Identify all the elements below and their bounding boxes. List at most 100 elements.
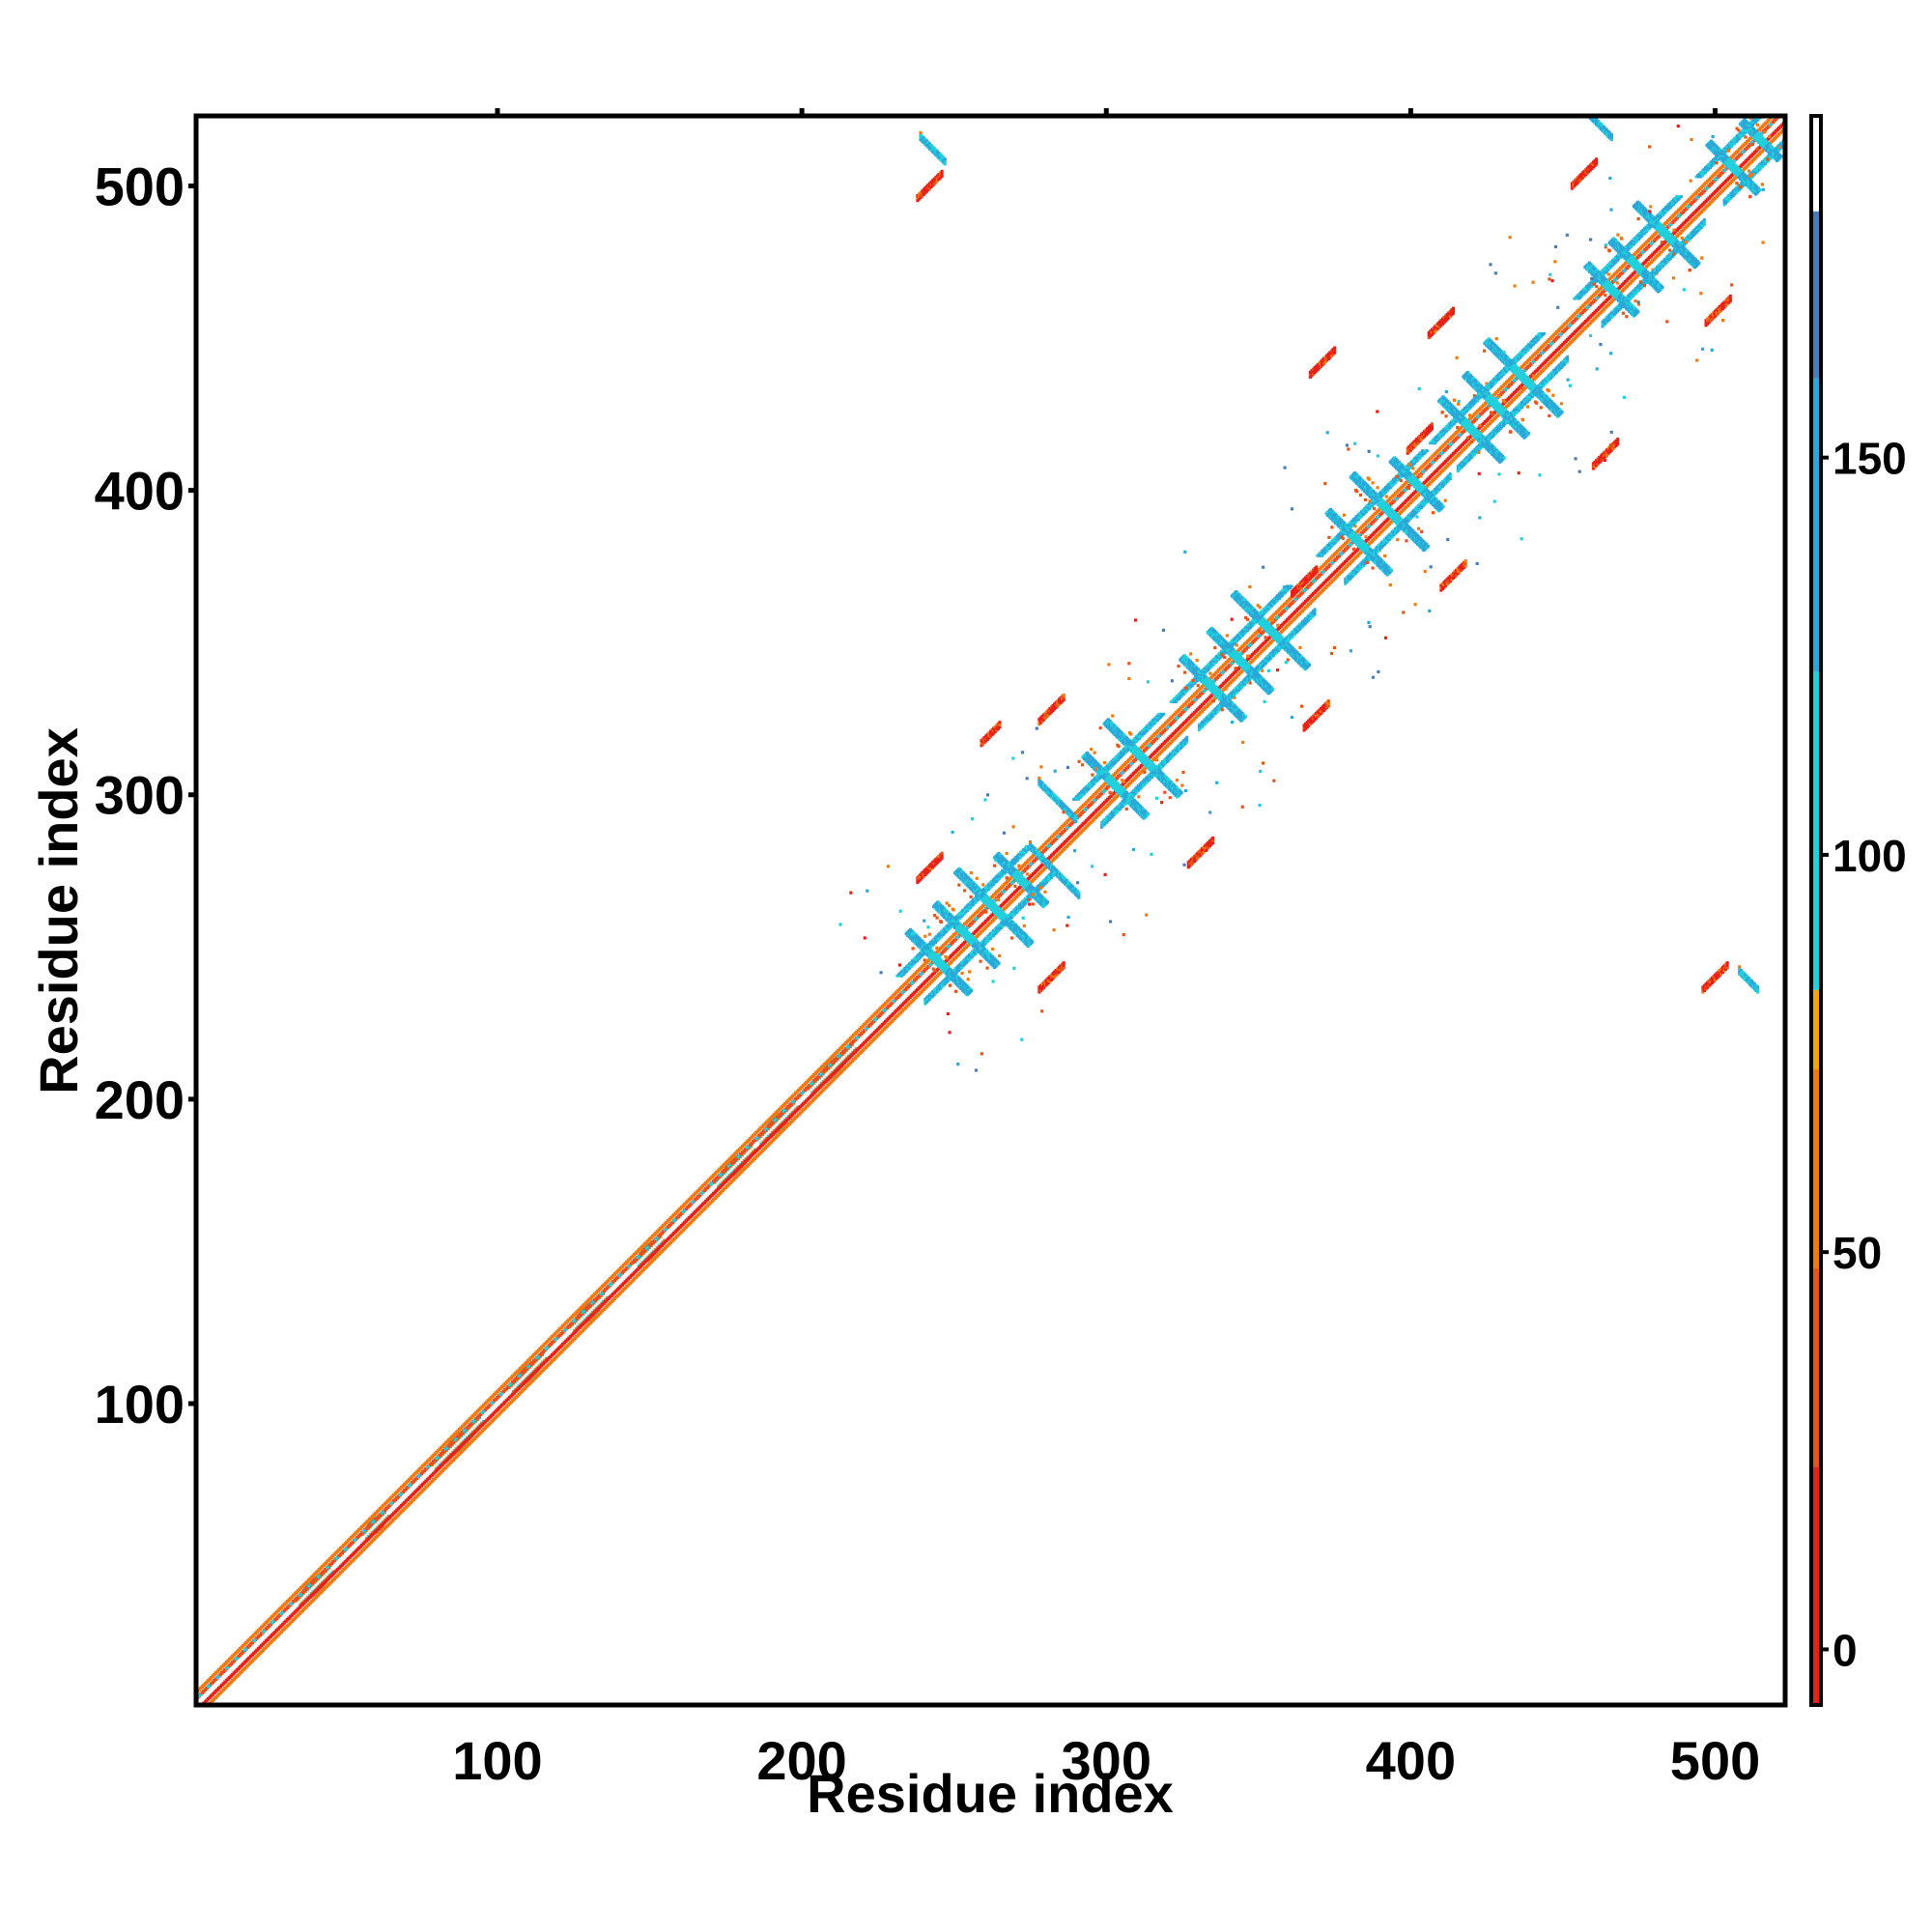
diagonal-cell bbox=[881, 1010, 885, 1014]
diagonal-cell bbox=[681, 1210, 685, 1213]
diagonal-cell bbox=[636, 1256, 639, 1260]
diagonal-cell bbox=[525, 1367, 528, 1371]
diagonal-cell bbox=[622, 1269, 626, 1273]
diagonal-cell bbox=[379, 1513, 383, 1517]
diagonal-cell bbox=[450, 1441, 454, 1445]
diagonal-cell bbox=[406, 1486, 410, 1490]
diagonal-cell bbox=[689, 1203, 693, 1207]
diagonal-cell bbox=[339, 1552, 343, 1556]
diagonal-cell bbox=[453, 1438, 457, 1442]
diagonal-cell bbox=[523, 1368, 526, 1372]
diagonal-cell bbox=[257, 1634, 261, 1638]
diagonal-cell bbox=[398, 1493, 402, 1496]
diagonal-cell bbox=[442, 1449, 446, 1453]
diagonal-cell bbox=[805, 1087, 809, 1091]
diagonal-cell bbox=[876, 1015, 880, 1019]
diagonal-cell bbox=[900, 991, 904, 995]
diagonal-cell bbox=[923, 968, 927, 972]
diagonal-cell bbox=[275, 1616, 278, 1620]
helix-cell bbox=[600, 1294, 604, 1297]
diagonal-cell bbox=[673, 1217, 677, 1221]
diagonal-cell bbox=[672, 1219, 676, 1223]
diagonal-cell bbox=[680, 1211, 684, 1215]
diagonal-cell bbox=[319, 1573, 323, 1576]
diagonal-cell bbox=[496, 1396, 499, 1400]
diagonal-cell bbox=[445, 1446, 449, 1450]
diagonal-cell bbox=[421, 1470, 425, 1474]
diagonal-cell bbox=[387, 1504, 391, 1508]
diagonal-cell bbox=[218, 1673, 222, 1676]
diagonal-cell bbox=[543, 1349, 547, 1352]
diagonal-cell bbox=[585, 1306, 589, 1310]
diagonal-cell bbox=[781, 1110, 785, 1113]
diagonal-cell bbox=[395, 1496, 399, 1500]
diagonal-cell bbox=[258, 1634, 262, 1636]
diagonal-cell bbox=[491, 1401, 495, 1404]
diagonal-cell bbox=[268, 1624, 271, 1628]
helix-cell bbox=[750, 1151, 753, 1155]
diagonal-cell bbox=[582, 1309, 586, 1313]
diagonal-cell bbox=[353, 1539, 356, 1543]
diagonal-cell bbox=[234, 1658, 238, 1662]
diagonal-cell bbox=[490, 1402, 494, 1406]
diagonal-cell bbox=[928, 963, 931, 967]
diagonal-cell bbox=[440, 1452, 443, 1456]
diagonal-cell bbox=[273, 1618, 277, 1622]
diagonal-cell bbox=[561, 1330, 565, 1334]
diagonal-cell bbox=[519, 1373, 523, 1377]
diagonal-cell bbox=[390, 1501, 394, 1504]
diagonal-cell bbox=[675, 1216, 679, 1220]
diagonal-cell bbox=[688, 1204, 691, 1208]
diagonal-cell bbox=[837, 1055, 840, 1059]
diagonal-cell bbox=[820, 1071, 824, 1075]
diagonal-cell bbox=[403, 1489, 407, 1492]
diagonal-cell bbox=[455, 1436, 458, 1440]
diagonal-cell bbox=[713, 1178, 717, 1181]
diagonal-cell bbox=[625, 1266, 629, 1270]
diagonal-cell bbox=[845, 1045, 849, 1049]
diagonal-cell bbox=[667, 1225, 669, 1229]
diagonal-cell bbox=[799, 1093, 802, 1096]
diagonal-cell bbox=[644, 1246, 648, 1250]
diagonal-cell bbox=[232, 1659, 236, 1662]
diagonal-cell bbox=[695, 1196, 698, 1200]
diagonal-cell bbox=[260, 1632, 264, 1635]
diagonal-cell bbox=[788, 1103, 791, 1107]
diagonal-cell bbox=[797, 1094, 801, 1098]
diagonal-cell bbox=[858, 1034, 862, 1037]
diagonal-cell bbox=[199, 1692, 203, 1696]
diagonal-cell bbox=[493, 1399, 497, 1403]
diagonal-cell bbox=[874, 1016, 878, 1020]
diagonal-cell bbox=[611, 1280, 615, 1284]
helix-cell bbox=[659, 1235, 663, 1238]
diagonal-cell bbox=[456, 1435, 460, 1439]
diagonal-cell bbox=[556, 1335, 560, 1339]
diagonal-cell bbox=[368, 1523, 372, 1527]
diagonal-cell bbox=[878, 1013, 881, 1017]
helix-cell bbox=[329, 1572, 333, 1576]
helix-cell bbox=[851, 1043, 854, 1047]
diagonal-cell bbox=[897, 994, 901, 998]
diagonal-cell bbox=[824, 1066, 828, 1070]
diagonal-cell bbox=[480, 1411, 484, 1414]
diagonal-cell bbox=[619, 1272, 623, 1276]
helix-cell bbox=[434, 1467, 438, 1470]
diagonal-cell bbox=[430, 1462, 434, 1464]
diagonal-cell bbox=[762, 1129, 766, 1133]
diagonal-cell bbox=[281, 1610, 285, 1614]
diagonal-cell bbox=[318, 1574, 322, 1577]
helix-cell bbox=[297, 1597, 300, 1601]
diagonal-cell bbox=[760, 1131, 764, 1134]
diagonal-cell bbox=[405, 1487, 408, 1491]
diagonal-cell bbox=[438, 1454, 441, 1458]
diagonal-cell bbox=[202, 1690, 206, 1693]
diagonal-cell bbox=[573, 1318, 577, 1321]
helix-cell bbox=[746, 1148, 750, 1151]
diagonal-cell bbox=[435, 1457, 439, 1461]
helix-cell bbox=[541, 1360, 545, 1364]
diagonal-cell bbox=[669, 1222, 673, 1226]
diagonal-cell bbox=[514, 1378, 518, 1381]
diagonal-cell bbox=[546, 1346, 550, 1350]
diagonal-cell bbox=[276, 1615, 280, 1619]
diagonal-cell bbox=[926, 965, 930, 969]
